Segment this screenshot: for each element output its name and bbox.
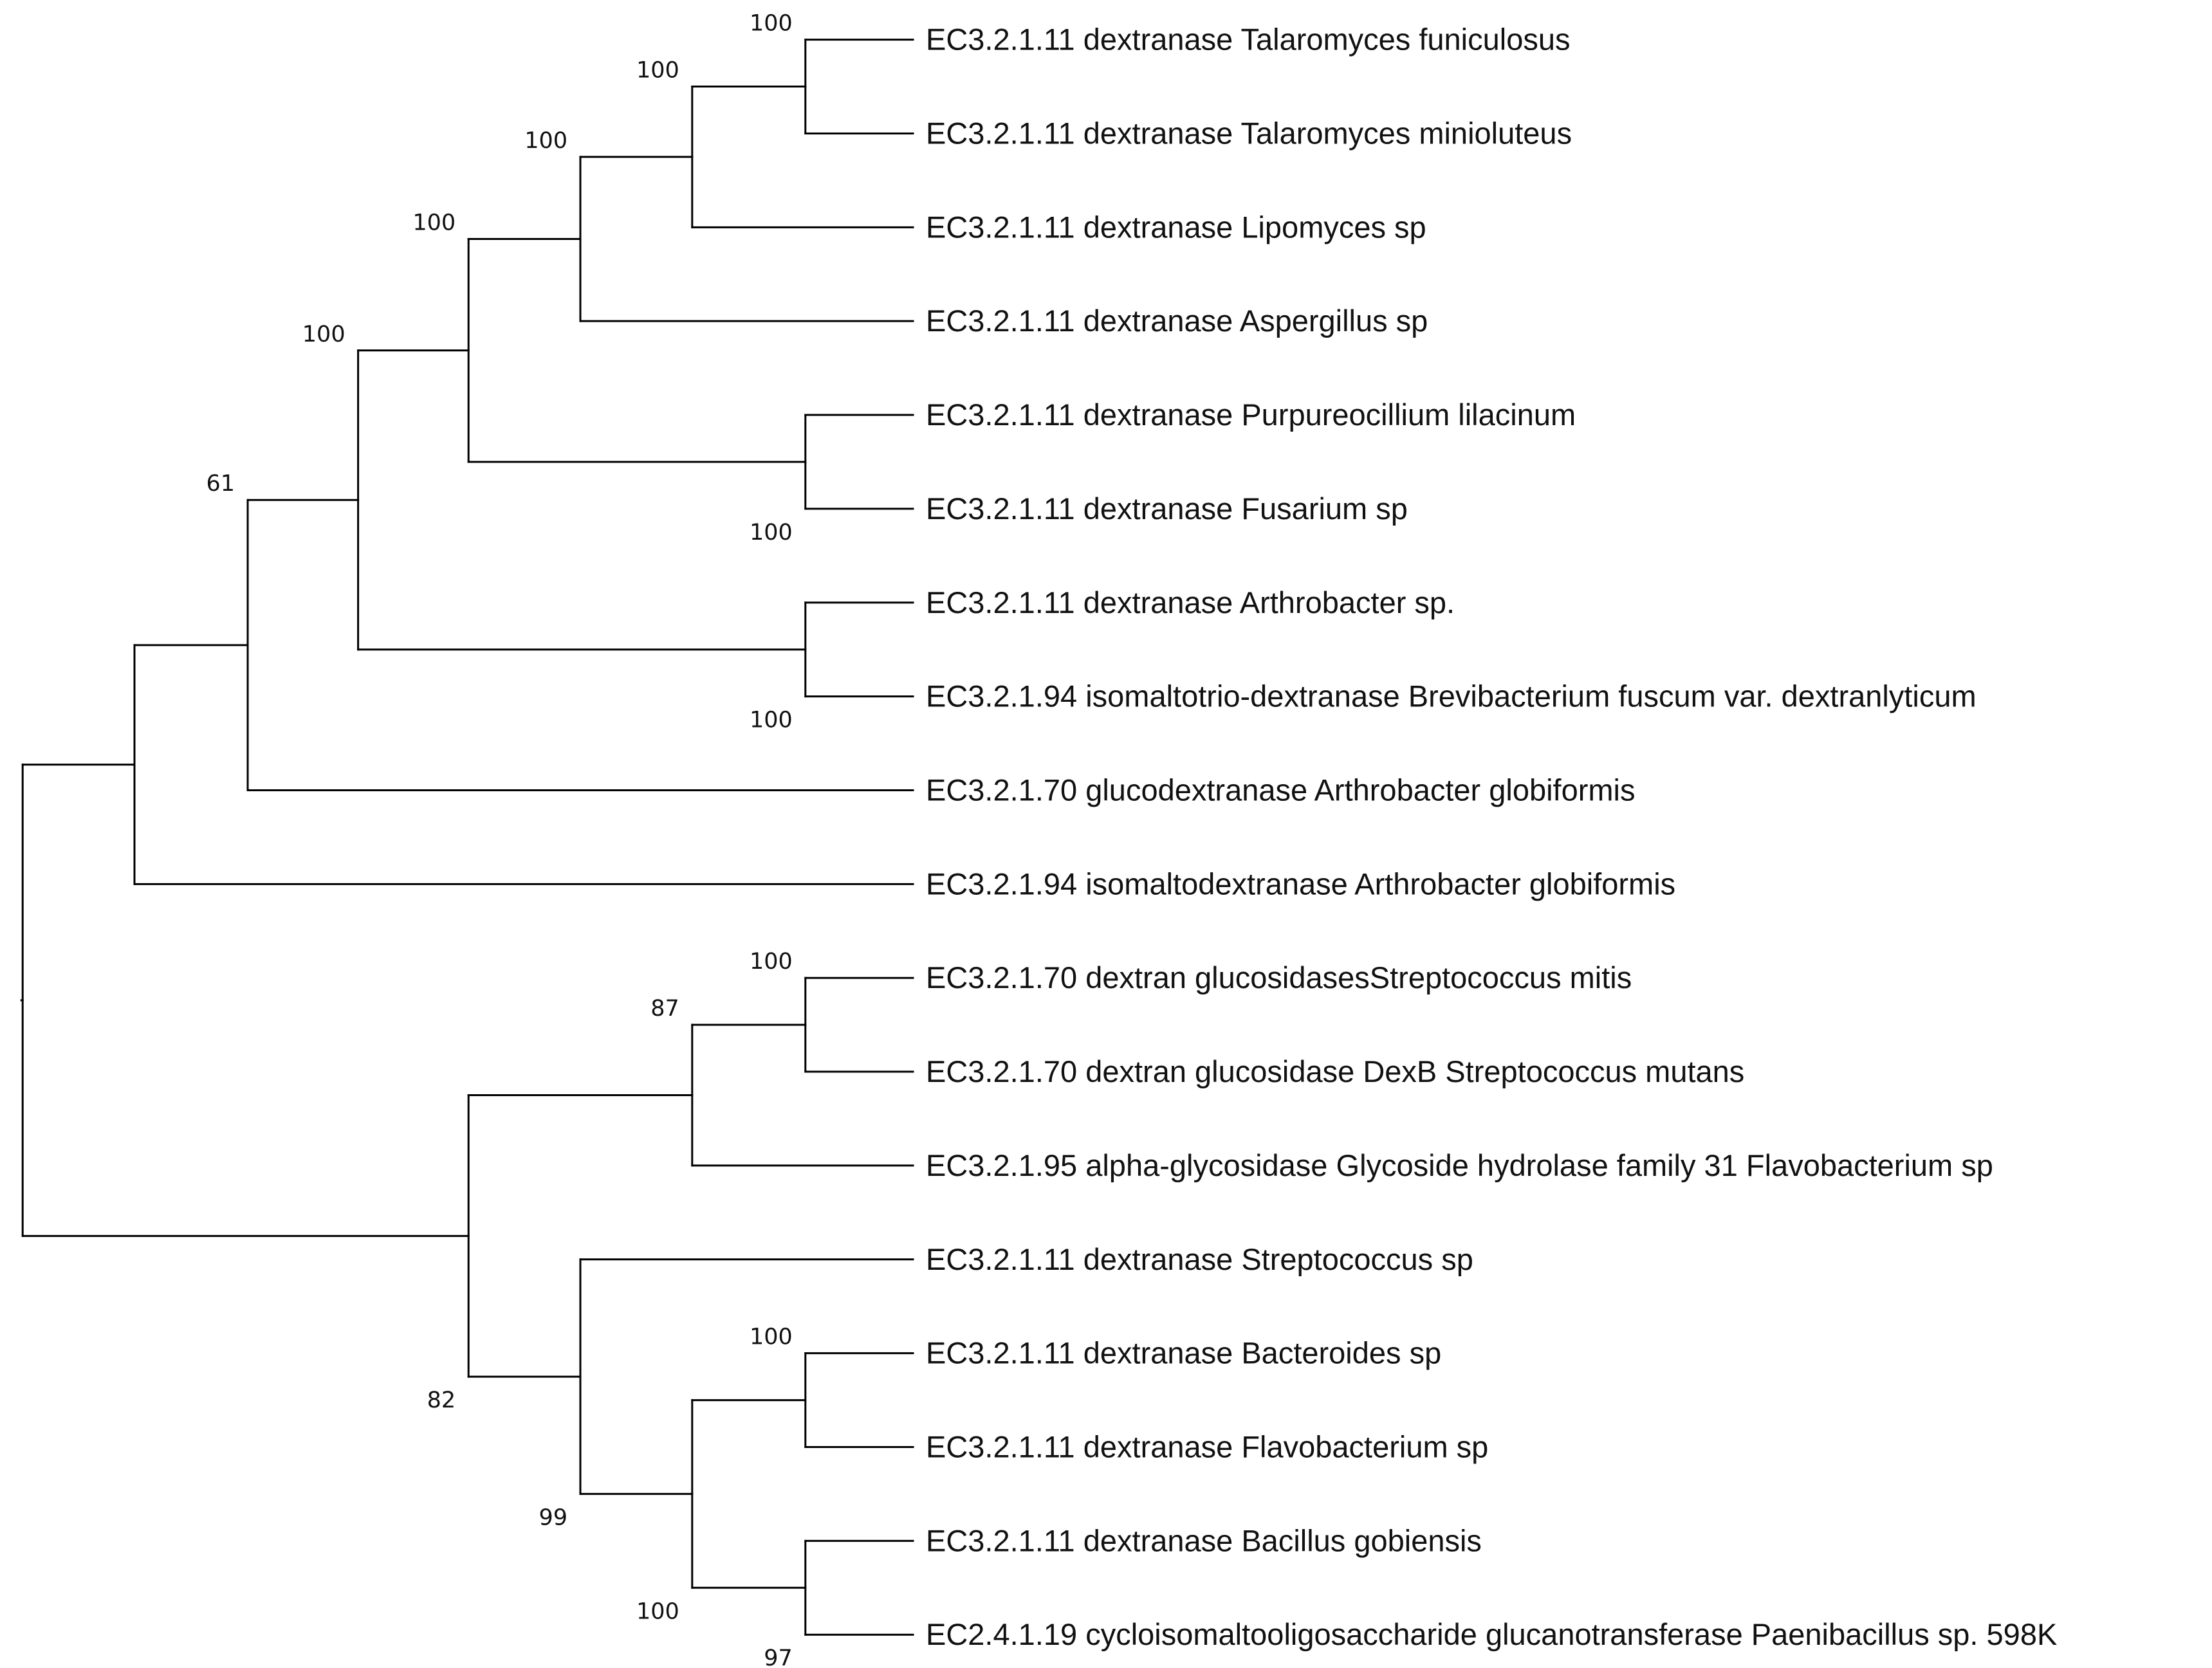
taxon-label: EC3.2.1.70 glucodextranase Arthrobacter … [926,773,1636,807]
taxon-label: EC3.2.1.70 dextran glucosidase DexB Stre… [926,1054,1744,1088]
support-value-N3: 100 [524,128,567,154]
taxon-label: EC3.2.1.94 isomaltodextranase Arthrobact… [926,866,1675,901]
taxon-label: EC3.2.1.70 dextran glucosidasesStreptoco… [926,960,1632,994]
tree-branches [20,39,914,1636]
support-value-N13: 97 [764,1645,793,1668]
support-value-N4: 100 [750,520,793,545]
taxon-label: EC3.2.1.11 dextranase Streptococcus sp [926,1242,1473,1276]
taxon-label: EC3.2.1.11 dextranase Aspergillus sp [926,304,1428,338]
taxon-label: EC3.2.1.11 dextranase Lipomyces sp [926,210,1426,244]
taxon-label: EC3.2.1.95 alpha-glycosidase Glycoside h… [926,1148,1993,1182]
taxon-label: EC3.2.1.11 dextranase Bacillus gobiensis [926,1523,1482,1557]
support-value-N8: 61 [206,471,235,497]
taxon-label: EC3.2.1.11 dextranase Arthrobacter sp. [926,585,1455,619]
taxon-label: EC3.2.1.11 dextranase Bacteroides sp [926,1336,1441,1370]
support-value-N1: 100 [750,11,793,37]
taxon-label: EC3.2.1.11 dextranase Talaromyces funicu… [926,23,1570,57]
support-value-N6: 100 [750,708,793,733]
taxon-label: EC3.2.1.11 dextranase Talaromyces miniol… [926,116,1572,150]
bootstrap-support-labels: 100 100 100 100 100 100 100 61 100 87 100 97 100 99 82 [206,11,792,1668]
taxon-labels: EC3.2.1.11 dextranase Talaromyces funicu… [926,23,2057,1652]
support-value-N10: 100 [750,949,793,975]
support-value-N11: 87 [650,996,679,1022]
taxon-label: EC3.2.1.94 isomaltotrio-dextranase Brevi… [926,679,1977,713]
taxon-label: EC2.4.1.19 cycloisomaltooligosaccharide … [926,1617,2057,1651]
taxon-label: EC3.2.1.11 dextranase Flavobacterium sp [926,1430,1488,1464]
support-value-N7: 100 [302,322,346,347]
support-value-N15: 99 [539,1505,567,1530]
taxon-label: EC3.2.1.11 dextranase Purpureocillium li… [926,398,1576,432]
support-value-N5: 100 [412,210,456,236]
support-value-N16: 82 [427,1388,456,1413]
support-value-N2: 100 [636,58,679,84]
taxon-label: EC3.2.1.11 dextranase Fusarium sp [926,491,1408,526]
support-value-N12: 100 [750,1324,793,1350]
support-value-N14: 100 [636,1599,679,1624]
